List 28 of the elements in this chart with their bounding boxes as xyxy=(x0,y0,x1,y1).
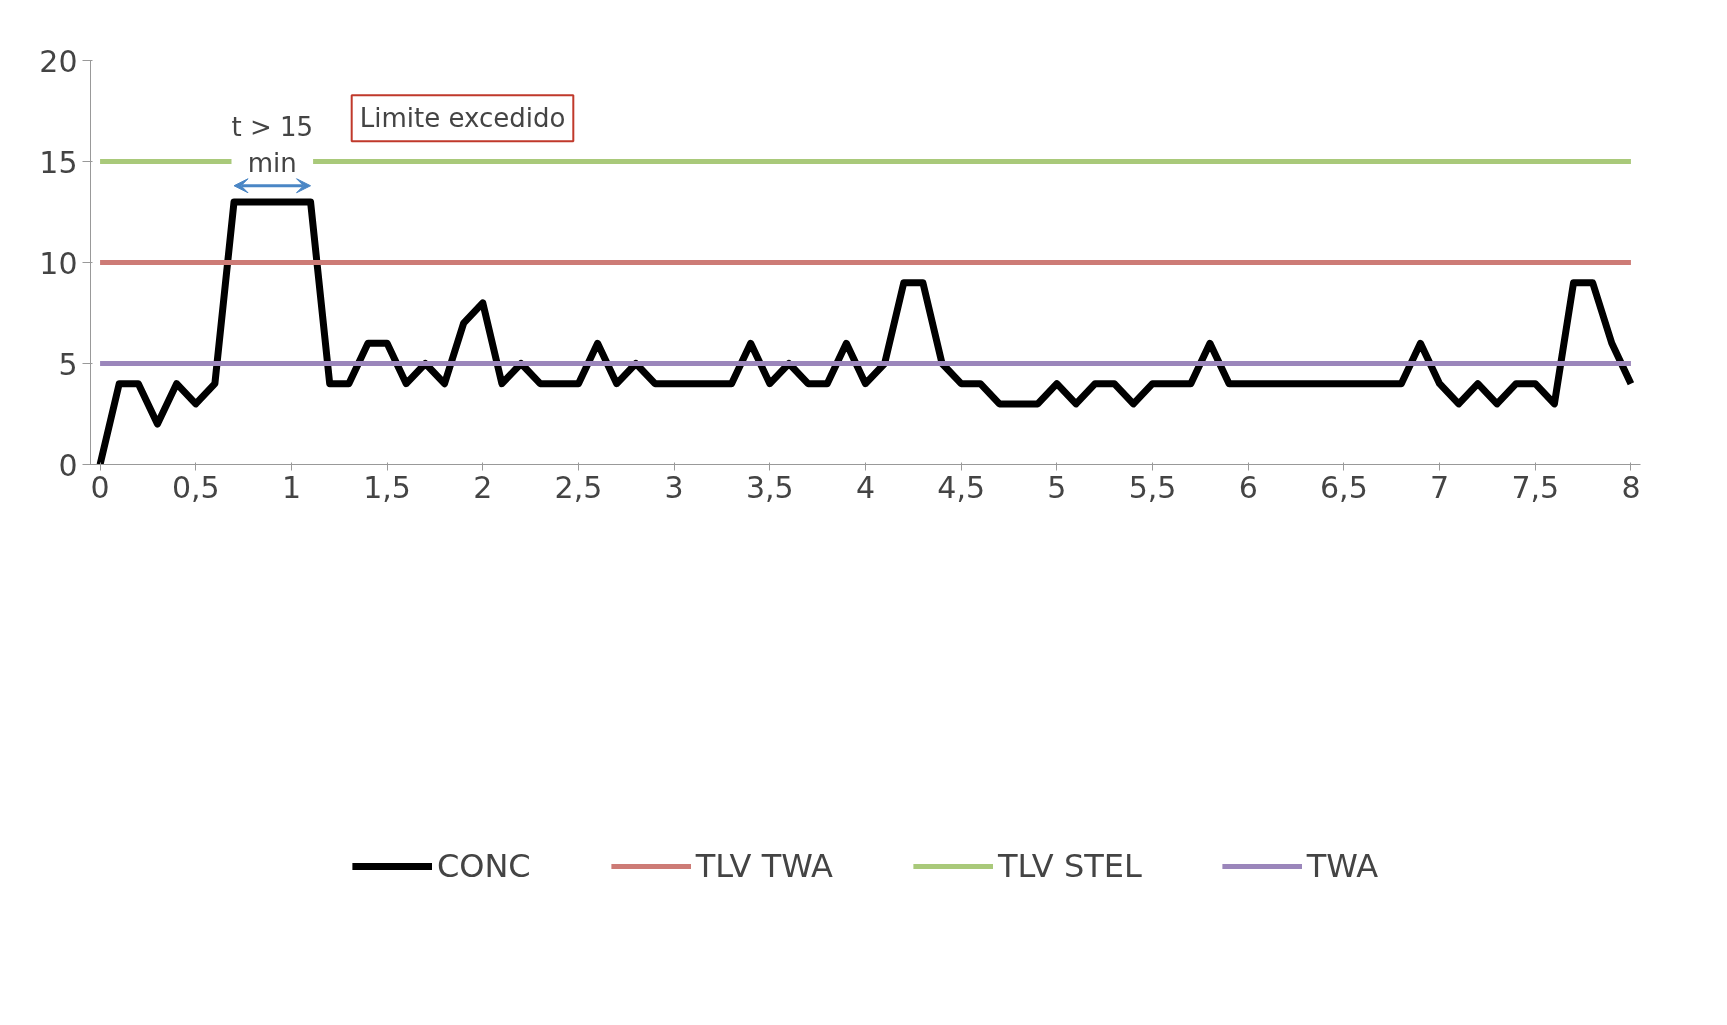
y-tick-label: 20 xyxy=(39,43,78,79)
x-tick-label: 1 xyxy=(281,469,301,505)
legend-label: CONC xyxy=(436,846,531,885)
x-tick-label: 4 xyxy=(855,469,876,505)
x-tick-label: 7 xyxy=(1430,469,1450,505)
legend-label: TLV TWA xyxy=(695,846,833,885)
x-tick-label: 8 xyxy=(1621,469,1641,505)
x-tick-label: 6 xyxy=(1238,469,1258,505)
y-tick-label: 5 xyxy=(58,346,78,382)
x-tick-label: 0 xyxy=(90,469,110,505)
x-tick-label: 4,5 xyxy=(937,469,986,505)
legend-label: TWA xyxy=(1306,846,1379,885)
x-tick-label: 6,5 xyxy=(1320,469,1368,505)
x-tick-label: 5,5 xyxy=(1128,469,1177,505)
x-tick-label: 7,5 xyxy=(1511,469,1560,505)
y-tick-label: 0 xyxy=(58,447,78,483)
x-tick-label: 0,5 xyxy=(171,469,220,505)
legend-label: TLV STEL xyxy=(997,846,1142,885)
x-tick-label: 2,5 xyxy=(554,469,603,505)
x-tick-label: 3,5 xyxy=(745,469,794,505)
x-tick-label: 5 xyxy=(1047,469,1067,505)
x-tick-label: 1,5 xyxy=(363,469,411,505)
x-tick-label: 3 xyxy=(664,469,684,505)
y-tick-label: 15 xyxy=(39,144,78,180)
annotation: Limite excedido xyxy=(359,103,566,134)
annotation: t > 15 min xyxy=(231,111,314,178)
y-tick-label: 10 xyxy=(39,245,78,281)
x-tick-label: 2 xyxy=(473,469,493,505)
